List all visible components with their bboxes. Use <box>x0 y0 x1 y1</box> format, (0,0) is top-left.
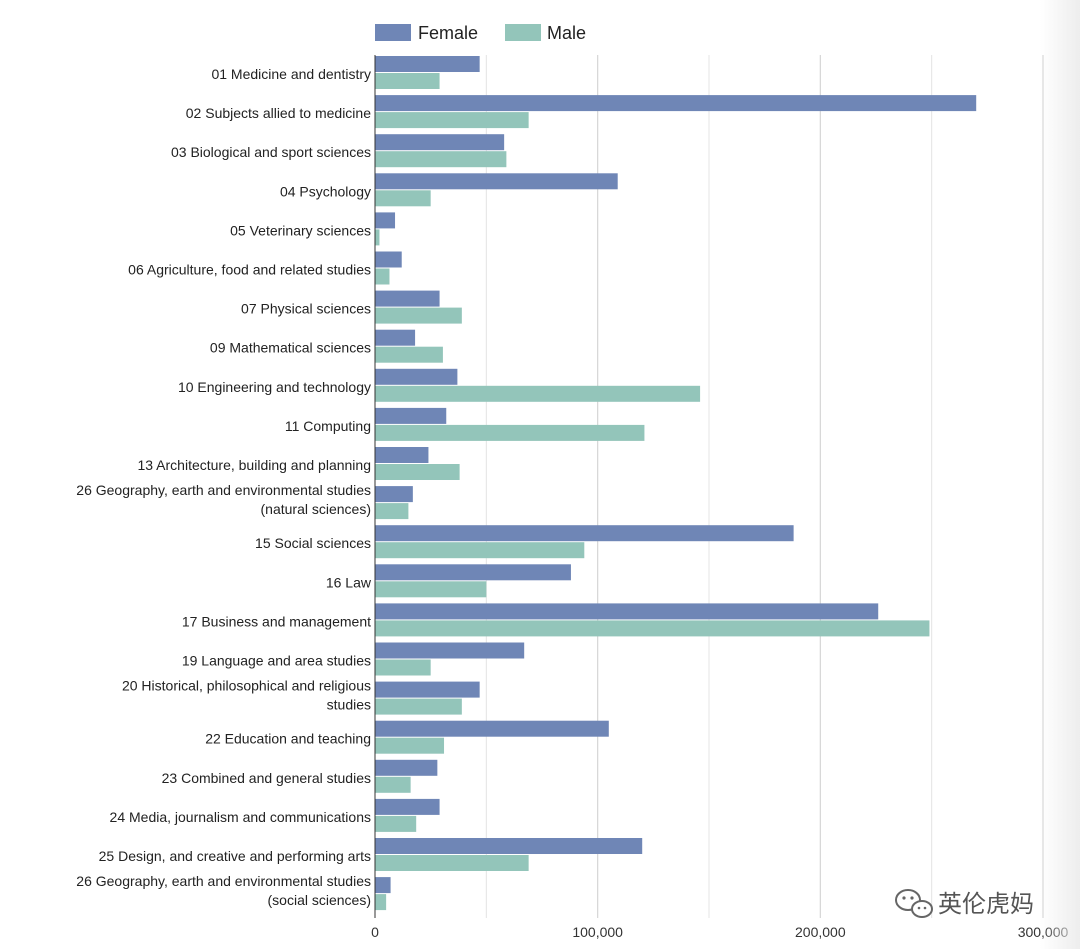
x-tick-label: 200,000 <box>795 924 846 940</box>
legend[interactable]: Female Male <box>375 23 586 43</box>
category-label: 04 Psychology <box>280 183 371 199</box>
category-label: 07 Physical sciences <box>241 301 371 317</box>
bar-female[interactable] <box>375 525 794 542</box>
bar-male[interactable] <box>375 503 409 520</box>
legend-label-male[interactable]: Male <box>547 23 586 43</box>
category-label: 16 Law <box>326 574 372 590</box>
legend-swatch-female[interactable] <box>375 24 411 41</box>
bar-male[interactable] <box>375 542 585 559</box>
category-label: 02 Subjects allied to medicine <box>186 105 371 121</box>
bar-female[interactable] <box>375 95 977 112</box>
category-label: 19 Language and area studies <box>182 653 371 669</box>
bar-male[interactable] <box>375 73 440 89</box>
bar-male[interactable] <box>375 229 380 246</box>
bar-male[interactable] <box>375 776 411 793</box>
bar-female[interactable] <box>375 290 440 307</box>
bar-female[interactable] <box>375 447 429 463</box>
bar-male[interactable] <box>375 464 460 480</box>
bar-female[interactable] <box>375 720 609 737</box>
bar-male[interactable] <box>375 385 701 402</box>
bar-female[interactable] <box>375 681 480 698</box>
category-label: 23 Combined and general studies <box>162 770 371 786</box>
category-label: 15 Social sciences <box>255 535 371 551</box>
bar-male[interactable] <box>375 307 462 324</box>
bar-female[interactable] <box>375 368 458 385</box>
bar-male[interactable] <box>375 424 645 441</box>
category-labels: 01 Medicine and dentistry 02 Subjects all… <box>76 66 372 908</box>
category-label: 26 Geography, earth and environmental st… <box>76 482 371 517</box>
category-label: 03 Biological and sport sciences <box>171 144 371 160</box>
category-label: 24 Media, journalism and communications <box>110 809 371 825</box>
bar-male[interactable] <box>375 151 507 168</box>
bar-male[interactable] <box>375 894 387 911</box>
bar-male[interactable] <box>375 815 417 832</box>
category-label: 11 Computing <box>285 418 371 434</box>
category-label: 10 Engineering and technology <box>178 379 371 395</box>
bar-female[interactable] <box>375 134 505 151</box>
bars-layer <box>375 56 977 911</box>
category-label: 01 Medicine and dentistry <box>211 66 371 82</box>
bar-male[interactable] <box>375 698 462 715</box>
category-label: 22 Education and teaching <box>205 731 371 747</box>
x-axis-ticks: 0 100,000 200,000 300,000 <box>371 924 1068 940</box>
wechat-icon <box>895 889 933 918</box>
bar-male[interactable] <box>375 112 529 129</box>
category-label: 06 Agriculture, food and related studies <box>128 262 371 278</box>
category-label: 13 Architecture, building and planning <box>137 457 371 473</box>
watermark: 英伦虎妈 <box>895 889 1034 918</box>
category-label: 25 Design, and creative and performing a… <box>99 848 371 864</box>
category-label: 17 Business and management <box>182 613 371 629</box>
bar-female[interactable] <box>375 329 416 346</box>
bar-male[interactable] <box>375 855 529 871</box>
bar-female[interactable] <box>375 603 879 620</box>
bar-male[interactable] <box>375 190 431 207</box>
bar-male[interactable] <box>375 659 431 676</box>
category-label: 20 Historical, philosophical and religio… <box>122 678 371 713</box>
bar-female[interactable] <box>375 759 438 776</box>
bar-male[interactable] <box>375 581 487 598</box>
bar-female[interactable] <box>375 407 447 424</box>
bar-female[interactable] <box>375 564 571 581</box>
bar-male[interactable] <box>375 346 443 363</box>
bar-female[interactable] <box>375 642 525 659</box>
bar-male[interactable] <box>375 268 390 285</box>
category-label: 05 Veterinary sciences <box>230 222 371 238</box>
bar-female[interactable] <box>375 212 396 229</box>
x-tick-label: 100,000 <box>572 924 623 940</box>
category-label: 09 Mathematical sciences <box>210 340 371 356</box>
category-label: 26 Geography, earth and environmental st… <box>76 873 371 908</box>
x-tick-label: 0 <box>371 924 379 940</box>
bar-male[interactable] <box>375 620 930 637</box>
bar-female[interactable] <box>375 877 391 894</box>
legend-swatch-male[interactable] <box>505 24 541 41</box>
bar-female[interactable] <box>375 56 480 72</box>
bar-male[interactable] <box>375 737 445 754</box>
x-tick-label: 300,000 <box>1018 924 1069 940</box>
legend-label-female[interactable]: Female <box>418 23 478 43</box>
bar-female[interactable] <box>375 798 440 815</box>
bar-female[interactable] <box>375 173 618 190</box>
bar-female[interactable] <box>375 486 413 503</box>
watermark-text: 英伦虎妈 <box>938 891 1034 918</box>
bar-female[interactable] <box>375 838 643 854</box>
bar-female[interactable] <box>375 251 402 268</box>
